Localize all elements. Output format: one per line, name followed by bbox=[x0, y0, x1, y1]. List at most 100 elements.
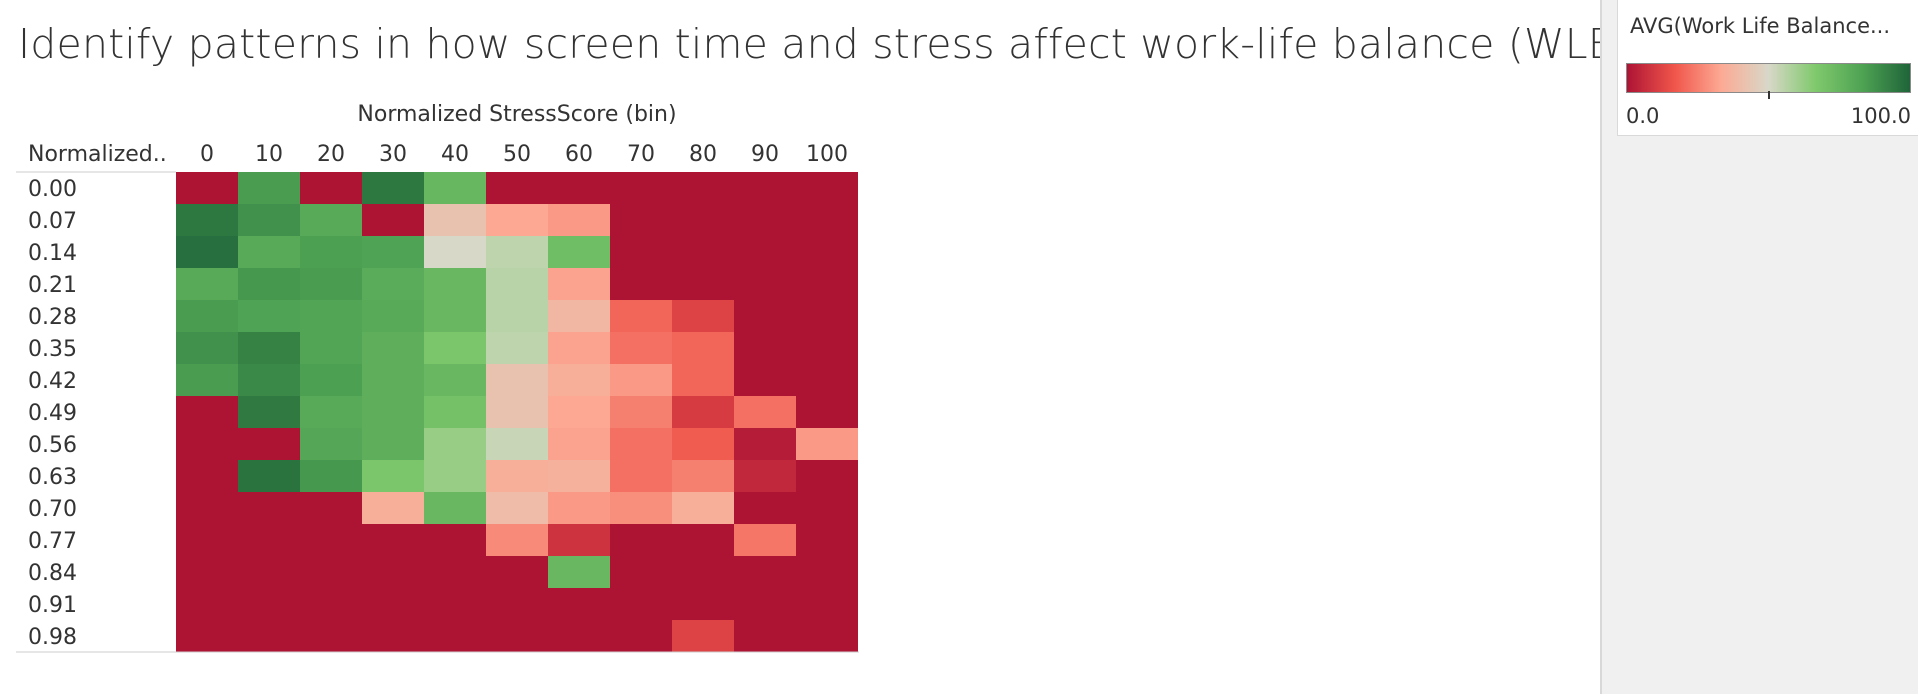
heatmap-cell[interactable] bbox=[300, 588, 362, 620]
heatmap-cell[interactable] bbox=[610, 300, 672, 332]
heatmap-cell[interactable] bbox=[796, 268, 858, 300]
heatmap-cell[interactable] bbox=[176, 524, 238, 556]
heatmap-cell[interactable] bbox=[734, 332, 796, 364]
heatmap-cell[interactable] bbox=[176, 268, 238, 300]
color-legend[interactable]: AVG(Work Life Balance... 0.0 100.0 bbox=[1617, 0, 1918, 136]
heatmap-cell[interactable] bbox=[300, 268, 362, 300]
heatmap-cell[interactable] bbox=[734, 172, 796, 204]
heatmap-cell[interactable] bbox=[362, 396, 424, 428]
heatmap-cell[interactable] bbox=[672, 332, 734, 364]
heatmap-cell[interactable] bbox=[300, 204, 362, 236]
heatmap-cell[interactable] bbox=[610, 172, 672, 204]
heatmap-cell[interactable] bbox=[548, 364, 610, 396]
heatmap-cell[interactable] bbox=[672, 588, 734, 620]
heatmap-cell[interactable] bbox=[796, 428, 858, 460]
heatmap-cell[interactable] bbox=[300, 300, 362, 332]
heatmap-cell[interactable] bbox=[486, 268, 548, 300]
heatmap-cell[interactable] bbox=[424, 588, 486, 620]
heatmap-cell[interactable] bbox=[238, 396, 300, 428]
heatmap-cell[interactable] bbox=[362, 556, 424, 588]
heatmap-cell[interactable] bbox=[362, 332, 424, 364]
heatmap-cell[interactable] bbox=[610, 268, 672, 300]
heatmap-cell[interactable] bbox=[300, 556, 362, 588]
heatmap-cell[interactable] bbox=[610, 492, 672, 524]
heatmap-cell[interactable] bbox=[610, 428, 672, 460]
heatmap-cell[interactable] bbox=[362, 492, 424, 524]
heatmap-cell[interactable] bbox=[734, 364, 796, 396]
heatmap-cell[interactable] bbox=[424, 428, 486, 460]
heatmap-cell[interactable] bbox=[796, 364, 858, 396]
heatmap-cell[interactable] bbox=[796, 620, 858, 652]
heatmap-cell[interactable] bbox=[486, 460, 548, 492]
heatmap-cell[interactable] bbox=[238, 492, 300, 524]
heatmap-cell[interactable] bbox=[238, 268, 300, 300]
heatmap-cell[interactable] bbox=[796, 204, 858, 236]
heatmap-cell[interactable] bbox=[672, 460, 734, 492]
heatmap-cell[interactable] bbox=[734, 620, 796, 652]
heatmap-cell[interactable] bbox=[176, 172, 238, 204]
heatmap-cell[interactable] bbox=[548, 236, 610, 268]
heatmap-cell[interactable] bbox=[734, 556, 796, 588]
heatmap-cell[interactable] bbox=[176, 428, 238, 460]
heatmap-cell[interactable] bbox=[238, 236, 300, 268]
heatmap-cell[interactable] bbox=[300, 236, 362, 268]
heatmap-cell[interactable] bbox=[176, 396, 238, 428]
heatmap-cell[interactable] bbox=[176, 588, 238, 620]
heatmap-cell[interactable] bbox=[424, 524, 486, 556]
heatmap-cell[interactable] bbox=[362, 460, 424, 492]
heatmap-cell[interactable] bbox=[238, 620, 300, 652]
heatmap-cell[interactable] bbox=[796, 172, 858, 204]
heatmap-cell[interactable] bbox=[300, 620, 362, 652]
heatmap-cell[interactable] bbox=[672, 236, 734, 268]
heatmap-cell[interactable] bbox=[300, 428, 362, 460]
heatmap-cell[interactable] bbox=[362, 300, 424, 332]
heatmap-cell[interactable] bbox=[734, 492, 796, 524]
heatmap-cell[interactable] bbox=[796, 460, 858, 492]
heatmap-cell[interactable] bbox=[486, 396, 548, 428]
heatmap-cell[interactable] bbox=[238, 300, 300, 332]
heatmap-cell[interactable] bbox=[548, 204, 610, 236]
heatmap-cell[interactable] bbox=[362, 428, 424, 460]
heatmap-cell[interactable] bbox=[424, 204, 486, 236]
heatmap-cell[interactable] bbox=[734, 460, 796, 492]
heatmap-cell[interactable] bbox=[548, 588, 610, 620]
heatmap-cell[interactable] bbox=[796, 332, 858, 364]
heatmap-cell[interactable] bbox=[548, 332, 610, 364]
heatmap-cell[interactable] bbox=[672, 204, 734, 236]
heatmap-cell[interactable] bbox=[734, 300, 796, 332]
heatmap-cell[interactable] bbox=[610, 588, 672, 620]
heatmap-cell[interactable] bbox=[548, 396, 610, 428]
heatmap-cell[interactable] bbox=[734, 428, 796, 460]
heatmap-cell[interactable] bbox=[796, 588, 858, 620]
heatmap-cell[interactable] bbox=[734, 268, 796, 300]
heatmap-cell[interactable] bbox=[424, 172, 486, 204]
heatmap-cell[interactable] bbox=[486, 204, 548, 236]
heatmap-cell[interactable] bbox=[238, 588, 300, 620]
heatmap-cell[interactable] bbox=[610, 524, 672, 556]
heatmap-cell[interactable] bbox=[486, 236, 548, 268]
heatmap-cell[interactable] bbox=[424, 364, 486, 396]
heatmap-cell[interactable] bbox=[610, 620, 672, 652]
heatmap-cell[interactable] bbox=[300, 172, 362, 204]
heatmap-cell[interactable] bbox=[176, 300, 238, 332]
heatmap-cell[interactable] bbox=[734, 524, 796, 556]
heatmap-cell[interactable] bbox=[610, 332, 672, 364]
heatmap-cell[interactable] bbox=[548, 492, 610, 524]
heatmap-cell[interactable] bbox=[548, 460, 610, 492]
heatmap-cell[interactable] bbox=[610, 364, 672, 396]
heatmap-cell[interactable] bbox=[176, 460, 238, 492]
heatmap-cell[interactable] bbox=[486, 620, 548, 652]
heatmap-cell[interactable] bbox=[424, 300, 486, 332]
heatmap-cell[interactable] bbox=[176, 204, 238, 236]
heatmap-cell[interactable] bbox=[610, 556, 672, 588]
heatmap-cell[interactable] bbox=[486, 364, 548, 396]
heatmap-cell[interactable] bbox=[424, 236, 486, 268]
heatmap-cell[interactable] bbox=[300, 332, 362, 364]
heatmap-cell[interactable] bbox=[300, 396, 362, 428]
heatmap-cell[interactable] bbox=[300, 460, 362, 492]
heatmap-cell[interactable] bbox=[672, 172, 734, 204]
heatmap-cell[interactable] bbox=[548, 524, 610, 556]
heatmap-cell[interactable] bbox=[176, 332, 238, 364]
heatmap-cell[interactable] bbox=[486, 428, 548, 460]
heatmap-cell[interactable] bbox=[424, 460, 486, 492]
